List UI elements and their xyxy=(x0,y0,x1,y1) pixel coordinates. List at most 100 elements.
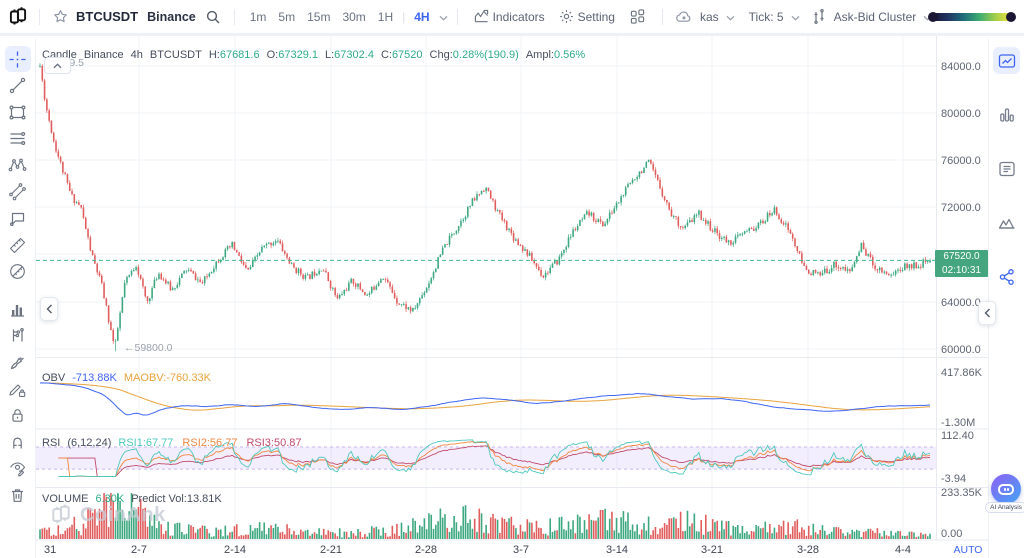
logo-candles-icon xyxy=(9,6,27,24)
price-axis-label: 76000.0 xyxy=(941,155,981,167)
indicators-icon xyxy=(474,9,488,23)
rsi-legend: RSI (6,12,24) RSI1:67.77 RSI2:56.77 RSI3… xyxy=(42,437,302,449)
trendline-tool[interactable] xyxy=(5,73,31,99)
last-price-tag: 67520.0 02:10:31 xyxy=(935,250,988,277)
parallel-channel-tool[interactable] xyxy=(5,179,31,205)
brush-tool[interactable] xyxy=(5,350,31,376)
exchange-name[interactable]: Binance xyxy=(147,9,196,24)
chart-low-marker: ←59800.0 xyxy=(124,342,173,354)
setting-label: Setting xyxy=(577,9,615,24)
timeframe-1m[interactable]: 1m xyxy=(249,9,267,24)
rsi-line-6 xyxy=(58,439,931,477)
obv-value: -713.88K xyxy=(72,372,117,384)
legend-chg-label: Chg: xyxy=(429,49,453,61)
callout-tool[interactable] xyxy=(5,206,31,232)
time-axis-label: 3-21 xyxy=(701,544,723,556)
obv-label: OBV xyxy=(42,372,66,384)
pencil-lock-tool[interactable] xyxy=(5,376,31,402)
divider xyxy=(456,8,458,25)
time-axis-label: 3-7 xyxy=(513,544,529,556)
obv-axis-label: 417.86K xyxy=(941,367,983,379)
timeframe-5m[interactable]: 5m xyxy=(278,9,296,24)
favorite-star-icon[interactable] xyxy=(53,9,68,24)
search-icon[interactable] xyxy=(205,9,221,25)
rsi2-value: RSI2:56.77 xyxy=(182,437,238,449)
price-chart-canvas[interactable]: 84000.080000.076000.072000.068000.064000… xyxy=(36,36,988,558)
gear-icon xyxy=(559,10,573,23)
account-dropdown[interactable]: kas xyxy=(699,9,719,24)
collapse-left-panel-button[interactable] xyxy=(40,297,58,321)
timeframe-4h-active[interactable]: 4H xyxy=(414,9,430,24)
candle-bodies-up xyxy=(39,65,931,342)
askbid-cluster-label[interactable]: Ask-Bid Cluster xyxy=(833,9,917,24)
xabcd-pattern-tool[interactable] xyxy=(5,152,31,178)
volume-axis-label: 233.35K xyxy=(941,487,983,499)
ai-analysis-button[interactable]: AI Analysis xyxy=(985,474,1024,513)
rsi-axis-label: -3.94 xyxy=(941,473,966,485)
collapse-legend-button[interactable] xyxy=(44,57,71,74)
cloud-icon[interactable] xyxy=(676,10,692,23)
share-button[interactable] xyxy=(993,263,1020,290)
crosshair-tool[interactable] xyxy=(4,46,31,72)
rsi-axis-label: 112.40 xyxy=(941,430,974,442)
volume-profile-tool[interactable] xyxy=(5,296,31,322)
symbol-name[interactable]: BTCUSDT xyxy=(76,9,139,24)
countdown-timer: 02:10:31 xyxy=(942,264,981,276)
price-axis-label: 60000.0 xyxy=(941,344,981,356)
legend-high-value: 67681.6 xyxy=(219,49,260,61)
volume-value: 6.30K xyxy=(95,493,125,505)
rsi3-value: RSI3:50.87 xyxy=(246,437,302,449)
time-axis-label: 3-14 xyxy=(606,544,628,556)
legend-close-value: 67520 xyxy=(391,49,423,61)
chevron-down-icon[interactable] xyxy=(439,8,448,26)
chevron-down-icon[interactable] xyxy=(726,8,735,26)
trash-tool[interactable] xyxy=(5,483,31,509)
lock-tool[interactable] xyxy=(5,403,31,429)
flag-line-tool[interactable] xyxy=(5,323,31,349)
time-axis-label: 2-14 xyxy=(224,544,246,556)
price-axis-label: 64000.0 xyxy=(941,297,981,309)
maobv-value: MAOBV:-760.33K xyxy=(123,372,211,384)
timeframe-15m[interactable]: 15m xyxy=(307,9,331,24)
magnet-tool[interactable] xyxy=(5,429,31,455)
drawing-toolbar xyxy=(0,39,36,558)
circle-measure-tool[interactable] xyxy=(5,259,31,285)
depth-columns-button[interactable] xyxy=(993,101,1020,128)
chart-area[interactable]: 84000.080000.076000.072000.068000.064000… xyxy=(36,36,988,558)
price-axis-label: 72000.0 xyxy=(941,202,981,214)
rsi1-value: RSI1:67.77 xyxy=(118,437,174,449)
price-axis-label: 80000.0 xyxy=(941,108,981,120)
chevron-down-icon[interactable] xyxy=(791,8,800,26)
divider xyxy=(233,8,235,25)
eye-edit-tool[interactable] xyxy=(5,456,31,482)
rsi-label: RSI xyxy=(42,437,61,449)
parallel-lines-tool[interactable] xyxy=(5,126,31,152)
rectangle-tool[interactable] xyxy=(5,99,31,125)
timeframe-30m[interactable]: 30m xyxy=(342,9,366,24)
ai-analysis-label: AI Analysis xyxy=(985,502,1024,513)
heatmap-gradient-slider[interactable] xyxy=(928,11,1017,22)
obv-legend: OBV -713.88K MAOBV:-760.33K xyxy=(42,372,218,384)
coinank-logo[interactable] xyxy=(6,4,30,30)
auto-scale-toggle[interactable]: AUTO xyxy=(954,544,983,556)
volume-legend: VOLUME 6.30K Predict Vol:13.81K xyxy=(42,493,229,505)
legend-interval: 4h xyxy=(130,49,143,61)
orderlist-button[interactable] xyxy=(993,155,1020,182)
setting-button[interactable]: Setting xyxy=(559,9,615,24)
legend-ampl-value: 0.56% xyxy=(553,49,586,61)
timeframe-1h[interactable]: 1H xyxy=(377,9,394,24)
legend-low-label: L: xyxy=(324,49,335,61)
chart-panel-button[interactable] xyxy=(993,47,1020,74)
layout-grid-icon[interactable] xyxy=(630,9,645,24)
indicators-button[interactable]: Indicators xyxy=(474,9,545,24)
collapse-right-panel-button[interactable] xyxy=(978,301,996,325)
candle-bodies-down xyxy=(41,65,927,342)
tick-dropdown[interactable]: Tick: 5 xyxy=(748,9,784,24)
askbid-cluster-icon xyxy=(812,9,826,24)
mountain-chart-button[interactable] xyxy=(993,209,1020,236)
ruler-tool[interactable] xyxy=(5,232,31,258)
timeframe-list: 1m 5m 15m 30m 1H xyxy=(244,8,399,26)
rsi-band xyxy=(36,446,936,470)
legend-ampl-label: Ampl: xyxy=(525,49,554,61)
divider xyxy=(661,8,663,25)
